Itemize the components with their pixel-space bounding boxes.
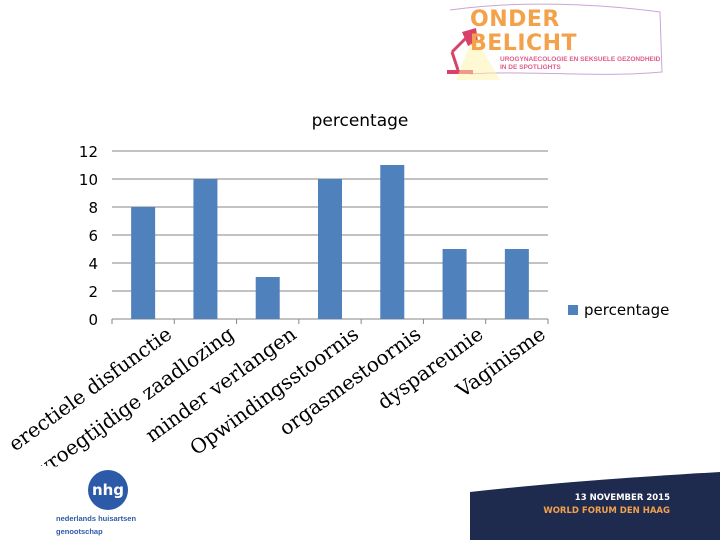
nhg-name-2: genootschap: [56, 527, 103, 536]
x-tick-label: dyspareunie: [373, 322, 488, 415]
bar: [380, 165, 405, 319]
y-tick-label: 2: [88, 283, 98, 301]
event-date: 13 NOVEMBER 2015: [574, 493, 670, 503]
legend-swatch: [568, 305, 578, 315]
bar: [442, 249, 467, 319]
chart-title: percentage: [311, 111, 409, 131]
desk-lamp-icon: [447, 28, 500, 80]
nhg-logo-mark: nhg: [88, 470, 128, 510]
nhg-name-1: nederlands huisartsen: [56, 514, 137, 523]
bar: [255, 277, 280, 319]
y-tick-label: 6: [88, 227, 98, 245]
bar: [318, 179, 342, 319]
bottom-banner: [0, 462, 720, 540]
brand-title: ONDER BELICHT: [470, 7, 578, 56]
brand-subtitle-2: IN DE SPOTLIGHTS: [500, 64, 561, 71]
bar: [504, 249, 529, 319]
bar: [131, 207, 156, 319]
brand: ONDER BELICHT UROGYNAECOLOGIE EN SEKSUEL…: [470, 8, 670, 72]
y-tick-label: 10: [79, 171, 98, 189]
brand-subtitle-1: UROGYNAECOLOGIE EN SEKSUELE GEZONDHEID: [500, 56, 661, 63]
legend-label: percentage: [584, 301, 670, 319]
legend: percentage: [568, 301, 669, 319]
event-place: WORLD FORUM DEN HAAG: [543, 506, 670, 516]
y-tick-label: 0: [88, 311, 98, 329]
event-info: 13 NOVEMBER 2015 WORLD FORUM DEN HAAG: [480, 492, 670, 518]
y-tick-label: 4: [88, 255, 98, 273]
bar: [193, 179, 218, 319]
nhg-logo: nhg nederlands huisartsen genootschap: [56, 470, 166, 536]
y-tick-label: 8: [88, 199, 98, 217]
top-banner: [447, 3, 663, 80]
y-tick-label: 12: [79, 143, 98, 161]
